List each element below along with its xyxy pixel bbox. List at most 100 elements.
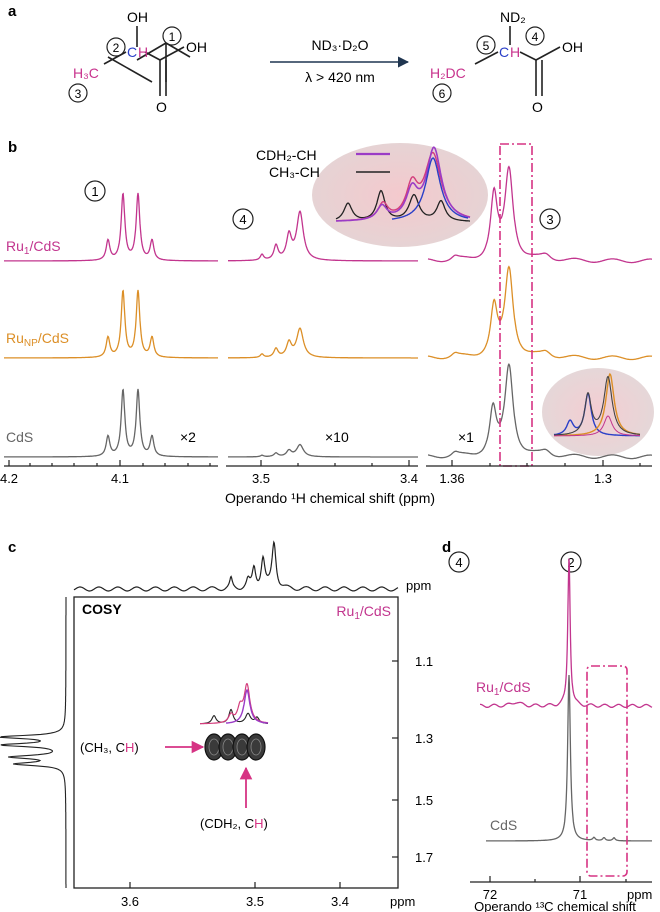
inset-bottom-sum [553,375,641,436]
region-label-3: 3 [539,208,561,230]
site-number-1: 1 [162,26,182,46]
inset-ellipse-bottom [542,368,654,456]
svg-text:1: 1 [169,30,176,44]
series-label-d-ru1: Ru1/CdS [476,679,531,698]
tick-label-71: 71 [573,887,587,902]
product-acid-oh: OH [562,39,583,55]
spectrum-region3-ru1 [427,165,652,264]
site-number-3: 3 [68,83,88,103]
series-label-d-cds: CdS [490,817,517,833]
region-label-2-d: 2 [560,551,582,573]
tick-label-3-4: 3.4 [400,471,418,486]
site-number-2: 2 [106,37,126,57]
tick-label-72: 72 [483,887,497,902]
product-carbonyl-o: O [532,99,543,115]
ticks-b [8,460,641,466]
spectrum-region1-ru1 [4,192,218,262]
product-h2dc: H₂DC [430,65,466,81]
spectrum-region1-runp [4,289,218,359]
reactant-ch-h: H [138,44,148,60]
reactant-oh: OH [127,9,148,25]
cosy-xunit: ppm [390,894,415,909]
cosy-xtick-3-4: 3.4 [331,894,349,909]
condition-label: λ > 420 nm [305,69,375,85]
panel-label-d: d [442,539,451,556]
tick-label-3-5: 3.5 [252,471,270,486]
series-label-runp: RuNP/CdS [6,330,69,349]
tick-label-4-2: 4.2 [0,471,18,486]
panel-label-c: c [8,539,16,556]
panel-label-b: b [8,139,17,156]
site-number-5: 5 [476,35,496,55]
reactant-acid-oh: OH [186,39,207,55]
reactant-h3c: H₃C [73,65,99,81]
cosy-title: COSY [82,601,122,617]
spectra-panel-b [4,165,653,460]
product-nd2: ND₂ [500,9,526,25]
spectrum-region4-runp [228,327,418,359]
legend-ch3-ch: CH₃-CH [269,164,320,180]
inset-deconvolution-top [335,146,471,222]
cross-peak [246,733,266,761]
spectrum-region4-cds [228,443,418,458]
annotation-cdh2-ch: (CDH₂, CH) [200,816,268,831]
inset-bottom-pink [554,415,640,437]
cosy-ytick-1-1: 1.1 [415,654,433,669]
tick-label-d-ppm: ppm [627,887,652,902]
inset-top-ch3 [335,189,470,222]
spectrum-region4-ru1 [228,210,418,262]
cosy-ytick-1-5: 1.5 [415,793,433,808]
cosy-cross-peaks [200,683,269,761]
axis-title-d: Operando ¹³C chemical shift [474,899,636,912]
cosy-top-ppm: ppm [406,578,431,593]
svg-text:4: 4 [239,212,246,227]
svg-text:6: 6 [439,87,446,101]
cosy-top-trace [73,540,399,592]
svg-text:2: 2 [113,41,120,55]
svg-text:3: 3 [546,212,553,227]
region-label-4: 4 [232,208,254,230]
product-ch-h: H [510,44,520,60]
cosy-ytick-1-7: 1.7 [415,850,433,865]
product-bonds [474,26,561,96]
region-label-4-c: 4 [448,551,470,573]
reactant-carbonyl-o: O [156,99,167,115]
inset-top-blue [391,157,469,220]
cosy-inset-purple [225,688,269,724]
tick-label-4-1: 4.1 [111,471,129,486]
annotation-ch3-ch: (CH₃, CH) [80,740,139,755]
product-ch-c: C [499,44,509,60]
tick-label-1-3: 1.3 [594,471,612,486]
legend-cdh2-ch: CDH₂-CH [256,147,317,163]
ticks-d [489,876,627,882]
site-number-6: 6 [432,83,452,103]
cosy-frame [73,596,399,889]
site-number-4: 4 [525,26,545,46]
cosy-sample-label: Ru1/CdS [336,603,391,622]
spectrum-region3-runp [427,265,653,361]
svg-text:4: 4 [532,30,539,44]
cosy-ticks [129,660,398,888]
cosy-ytick-1-3: 1.3 [415,731,433,746]
reagent-label: ND₃·D₂O [311,37,368,53]
inset-bottom-orange [554,372,640,437]
cosy-left-trace [0,597,67,888]
cosy-inset-black [200,708,268,725]
axis-title-b: Operando ¹H chemical shift (ppm) [225,490,435,506]
spectrum-d-ru1 [480,558,653,709]
svg-text:5: 5 [483,39,490,53]
svg-text:3: 3 [75,87,82,101]
svg-text:4: 4 [455,555,462,570]
cosy-inset-fit [200,683,269,725]
highlight-box-d [586,665,628,877]
legend-b: CDH₂-CH CH₃-CH [256,147,390,180]
tick-label-1-36: 1.36 [439,471,464,486]
spectrum-region1-cds [4,388,218,458]
cross-peak-contour [250,738,262,756]
cosy-top-spectrum [73,540,399,592]
inset-top-cdh2 [336,146,471,222]
reactant-ch-c: C [127,44,137,60]
series-label-ru1: Ru1/CdS [6,238,61,257]
cosy-xtick-3-6: 3.6 [121,894,139,909]
